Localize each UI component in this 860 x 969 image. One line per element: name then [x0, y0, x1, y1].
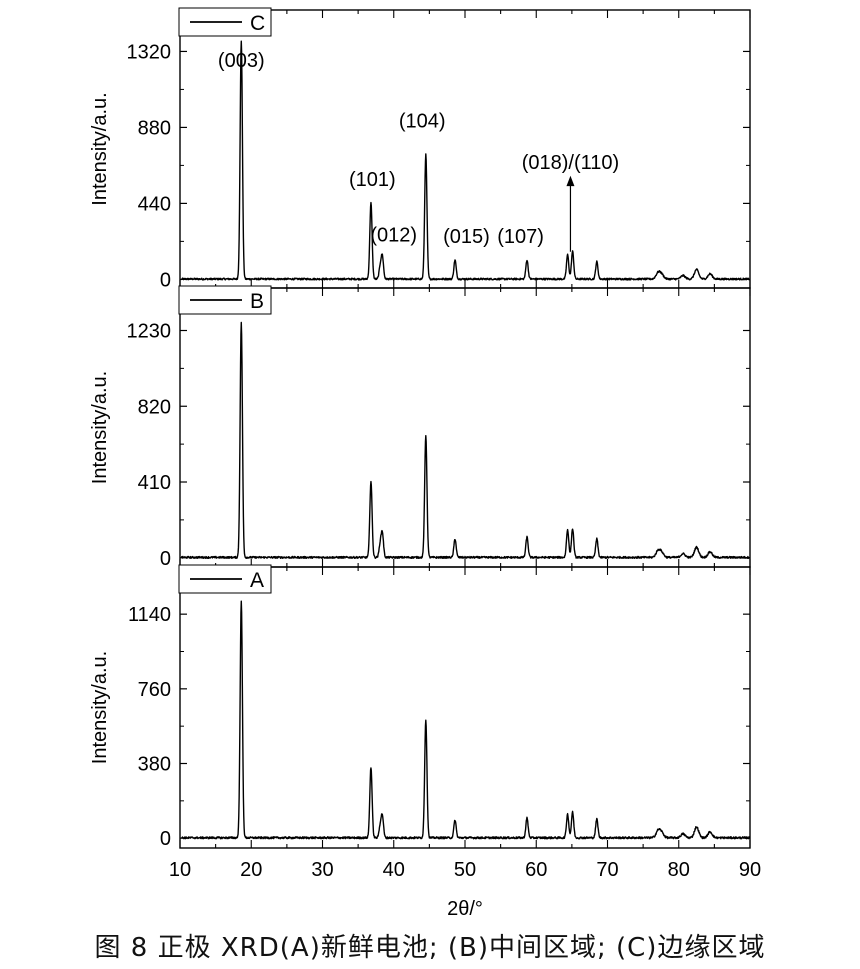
figure-caption: 图 8 正极 XRD(A)新鲜电池; (B)中间区域; (C)边缘区域 — [94, 933, 766, 963]
y-tick-label: 0 — [160, 269, 171, 291]
peak-annotation: (015) — [443, 226, 490, 248]
peak-annotation: (012) — [370, 224, 417, 246]
peak-annotation: (107) — [497, 226, 544, 248]
y-tick-label: 1140 — [128, 604, 171, 626]
x-tick-label: 30 — [311, 859, 333, 881]
x-tick-label: 60 — [525, 859, 547, 881]
peak-annotation: (104) — [399, 110, 446, 132]
x-tick-label: 40 — [383, 859, 405, 881]
x-tick-label: 50 — [454, 859, 476, 881]
x-axis-label: 2θ/° — [447, 898, 483, 920]
annotation-arrow-head — [566, 175, 575, 187]
y-tick-label: 380 — [138, 754, 171, 776]
y-tick-label: 820 — [138, 396, 171, 418]
xrd-pattern-C — [180, 40, 750, 281]
xrd-pattern-A — [180, 600, 750, 840]
y-tick-label: 760 — [138, 679, 171, 701]
xrd-pattern-B — [180, 321, 750, 560]
x-tick-label: 20 — [240, 859, 262, 881]
y-tick-label: 0 — [160, 828, 171, 850]
panel-frame — [179, 566, 751, 849]
y-tick-label: 880 — [138, 117, 171, 139]
y-axis-label: Intensity/a.u. — [89, 371, 111, 484]
x-tick-label: 90 — [739, 859, 761, 881]
x-tick-label: 70 — [596, 859, 618, 881]
peak-annotation: (003) — [218, 50, 265, 72]
y-axis-label: Intensity/a.u. — [89, 92, 111, 205]
y-tick-label: 440 — [138, 193, 171, 215]
x-tick-label: 80 — [668, 859, 690, 881]
legend-label: B — [250, 290, 264, 313]
y-axis-label: Intensity/a.u. — [89, 651, 111, 764]
y-tick-label: 410 — [138, 472, 171, 494]
y-tick-label: 1230 — [127, 320, 172, 342]
xrd-chart: 0 440 880 1320 Intensity/a.u. C (003) (101) (012… — [89, 7, 761, 920]
peak-annotation: (018)/(110) — [522, 152, 619, 174]
y-tick-label: 1320 — [127, 41, 172, 63]
y-tick-label: 0 — [160, 548, 171, 570]
legend-label: A — [250, 569, 264, 592]
x-tick-label: 10 — [169, 859, 191, 881]
legend-label: C — [250, 12, 265, 35]
peak-annotation: (101) — [349, 169, 396, 191]
panel-frame — [179, 287, 751, 568]
